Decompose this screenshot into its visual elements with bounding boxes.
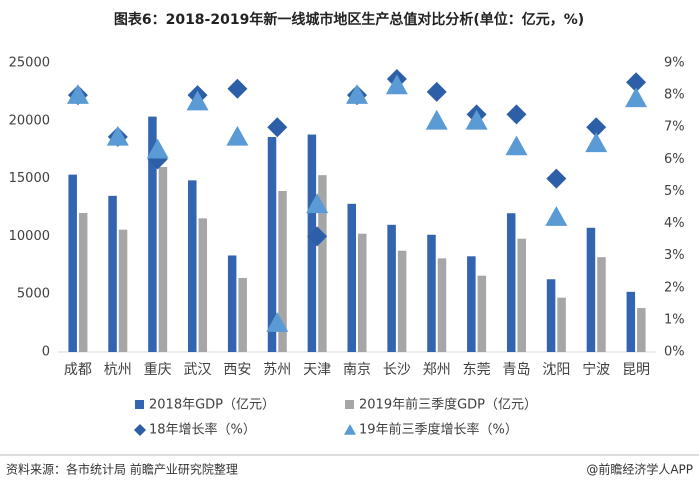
x-tick-label: 青岛 xyxy=(502,362,530,378)
credit: @前瞻经济学人APP xyxy=(586,462,693,477)
x-tick-label: 长沙 xyxy=(383,362,411,378)
y-tick-label: 0 xyxy=(42,345,50,360)
x-tick-label: 南京 xyxy=(343,362,371,378)
bar xyxy=(637,308,646,352)
diamond-marker xyxy=(267,117,288,138)
bar xyxy=(198,218,208,352)
x-tick-label: 宁波 xyxy=(582,361,610,378)
bar xyxy=(227,255,237,352)
bar xyxy=(437,258,447,352)
bar xyxy=(477,275,487,352)
bar xyxy=(358,233,367,352)
y2-tick-label: 7% xyxy=(664,120,685,135)
y2-tick-label: 3% xyxy=(664,248,685,263)
triangle-marker xyxy=(346,84,368,104)
bar xyxy=(597,257,606,352)
bar xyxy=(188,180,197,352)
source: 资料来源：各市统计局 前瞻产业研究院整理 xyxy=(6,462,238,477)
diamond-marker xyxy=(586,117,607,138)
chart-title: 图表6：2018-2019年新一线城市地区生产总值对比分析(单位：亿元，%) xyxy=(114,11,584,28)
diamond-marker xyxy=(307,226,328,247)
bar xyxy=(557,297,566,352)
triangle-marker xyxy=(186,90,209,111)
legend-swatch xyxy=(134,424,146,436)
bar xyxy=(586,227,596,352)
y-tick-label: 10000 xyxy=(9,229,50,244)
bar xyxy=(467,256,476,352)
x-tick-label: 重庆 xyxy=(144,362,172,378)
bar xyxy=(307,134,317,352)
bar xyxy=(238,278,247,352)
bar xyxy=(78,213,88,352)
triangle-marker xyxy=(106,125,129,146)
legend-swatch xyxy=(135,400,144,409)
triangle-marker xyxy=(306,193,329,214)
bar xyxy=(278,191,287,352)
bar xyxy=(267,137,277,352)
triangle-marker xyxy=(226,125,249,146)
x-tick-label: 昆明 xyxy=(622,362,650,378)
y2-tick-label: 9% xyxy=(664,56,685,71)
y-tick-label: 15000 xyxy=(9,171,50,186)
bar xyxy=(506,213,516,352)
y2-tick-label: 1% xyxy=(664,312,685,327)
bar xyxy=(148,116,157,352)
x-tick-label: 苏州 xyxy=(263,362,291,378)
y-tick-label: 5000 xyxy=(17,287,50,302)
x-tick-label: 东莞 xyxy=(463,362,491,378)
y2-tick-label: 6% xyxy=(664,152,685,167)
bar xyxy=(397,250,407,352)
bar xyxy=(108,195,117,352)
x-tick-label: 郑州 xyxy=(423,362,451,378)
bar xyxy=(546,279,556,352)
triangle-marker xyxy=(146,138,169,159)
legend-label: 19年前三季度增长率（%） xyxy=(359,422,518,438)
x-tick-label: 沈阳 xyxy=(542,362,570,378)
y2-tick-label: 4% xyxy=(664,216,685,231)
triangle-marker xyxy=(545,206,568,226)
triangle-marker xyxy=(585,132,608,153)
triangle-marker xyxy=(266,312,289,332)
diamond-marker xyxy=(626,72,647,93)
triangle-marker xyxy=(465,109,488,130)
triangle-marker xyxy=(505,135,528,156)
bar xyxy=(158,167,168,352)
x-tick-label: 西安 xyxy=(223,362,251,378)
x-tick-label: 成都 xyxy=(64,362,92,378)
y-tick-label: 25000 xyxy=(9,56,50,71)
y2-tick-label: 0% xyxy=(664,345,685,360)
diamond-marker xyxy=(227,78,248,99)
bar xyxy=(118,229,128,352)
diamond-marker xyxy=(426,81,447,102)
diamond-marker xyxy=(546,168,567,189)
bar xyxy=(347,203,356,352)
bar xyxy=(517,238,526,352)
x-tick-label: 武汉 xyxy=(184,362,212,378)
bar xyxy=(318,175,327,352)
x-tick-label: 杭州 xyxy=(104,362,132,378)
diamond-marker xyxy=(506,104,527,125)
legend-label: 18年增长率（%） xyxy=(149,422,256,438)
y-tick-label: 20000 xyxy=(9,113,50,128)
triangle-marker xyxy=(385,74,408,95)
y2-tick-label: 5% xyxy=(664,184,685,199)
bar xyxy=(68,174,77,352)
y2-tick-label: 2% xyxy=(664,280,685,295)
y2-tick-label: 8% xyxy=(664,88,685,103)
legend-label: 2019年前三季度GDP（亿元） xyxy=(359,397,537,413)
legend-swatch xyxy=(344,424,356,435)
triangle-marker xyxy=(425,109,448,130)
bar xyxy=(626,291,636,352)
legend-swatch xyxy=(345,400,354,409)
x-tick-label: 天津 xyxy=(303,362,331,378)
triangle-marker xyxy=(66,84,89,104)
legend-label: 2018年GDP（亿元） xyxy=(149,398,275,413)
bar xyxy=(427,234,436,352)
triangle-marker xyxy=(625,87,648,108)
bar xyxy=(387,224,396,352)
